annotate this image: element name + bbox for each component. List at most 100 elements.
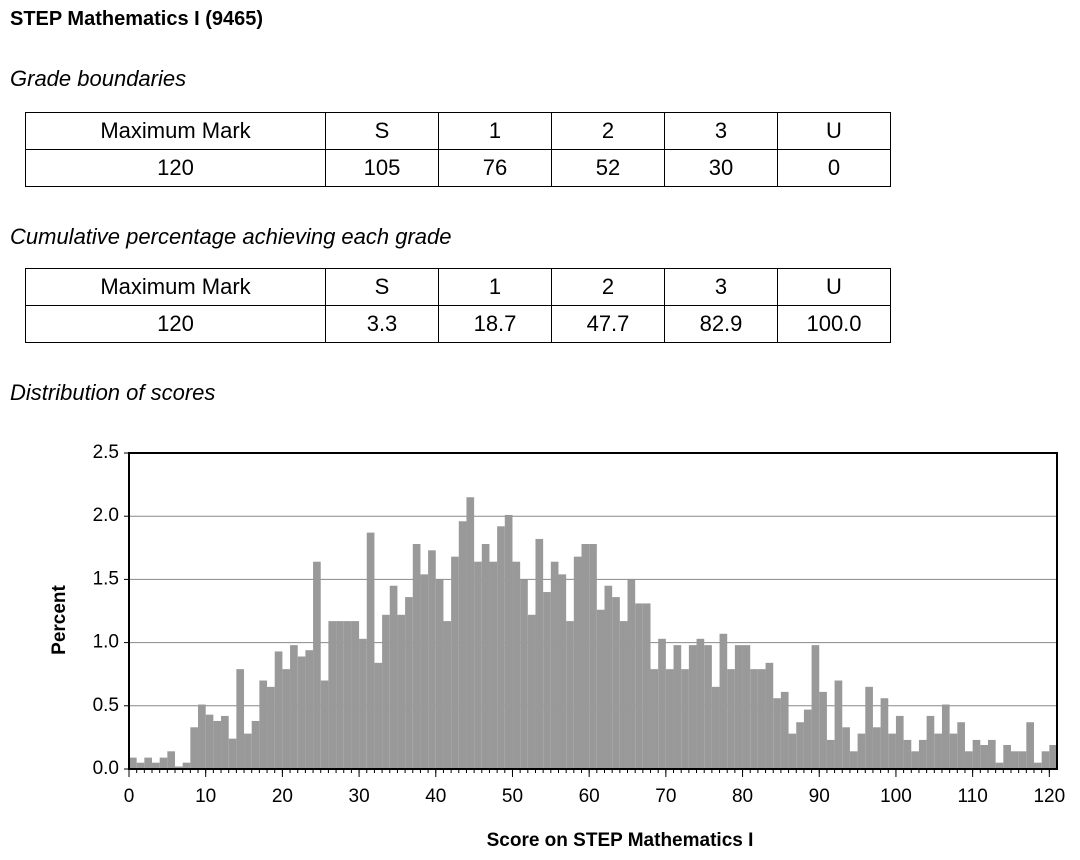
bar (727, 669, 735, 769)
bar (719, 633, 728, 769)
bar (872, 727, 881, 769)
bar (481, 544, 490, 769)
bar (934, 733, 942, 769)
bar (865, 686, 873, 769)
bar (1010, 751, 1019, 769)
bar (290, 645, 298, 769)
cell: 3.3 (325, 305, 439, 343)
cell: S (325, 112, 439, 150)
bar (466, 497, 475, 769)
y-tick-label: 0.0 (93, 758, 119, 779)
bar (704, 645, 712, 769)
bar (144, 757, 153, 769)
y-axis-label: Percent (49, 584, 70, 654)
bar (474, 561, 482, 769)
bar (351, 621, 360, 769)
x-tick-label: 70 (655, 786, 676, 807)
bar (926, 715, 935, 769)
bar (918, 739, 927, 769)
bar (267, 686, 275, 769)
bar (604, 585, 613, 769)
x-tick-label: 40 (425, 786, 446, 807)
x-tick-label: 10 (195, 786, 216, 807)
x-tick-label: 90 (809, 786, 830, 807)
section-heading: Distribution of scores (10, 380, 216, 405)
bar (1049, 744, 1057, 769)
bar (750, 669, 758, 769)
bar (911, 751, 919, 769)
bar (550, 561, 559, 769)
bar (995, 762, 1004, 769)
cell: Maximum Mark (25, 112, 326, 150)
bar (190, 727, 199, 769)
section-heading: Cumulative percentage achieving each gra… (10, 224, 452, 249)
bar (888, 733, 896, 769)
bar (742, 645, 751, 769)
bar (696, 638, 705, 769)
x-tick-label: 80 (732, 786, 753, 807)
bar (972, 739, 981, 769)
bar (213, 720, 222, 769)
bar (650, 669, 659, 769)
bar (274, 651, 283, 769)
bar (757, 669, 766, 769)
x-tick-label: 0 (124, 786, 135, 807)
bar (1018, 751, 1027, 769)
bar (175, 766, 183, 769)
cell: S (325, 268, 439, 306)
bar (819, 691, 827, 769)
y-tick-label: 1.5 (93, 568, 119, 589)
bar (451, 556, 459, 769)
bar (305, 650, 314, 769)
bar (673, 645, 682, 769)
bar (765, 662, 774, 769)
bar (512, 561, 521, 769)
bar (596, 609, 605, 769)
bar (236, 669, 245, 769)
bar (849, 751, 858, 769)
bar (282, 669, 291, 769)
bar (297, 656, 306, 769)
bar (366, 532, 375, 769)
plot-frame (128, 452, 1058, 770)
bar (1026, 722, 1034, 769)
bar (658, 638, 666, 769)
bar (543, 592, 551, 769)
bar (581, 544, 590, 769)
bar (980, 744, 988, 769)
bar (834, 680, 843, 769)
bar (1033, 762, 1042, 769)
x-tick-label: 50 (502, 786, 523, 807)
bar (336, 621, 344, 769)
cell: 1 (438, 268, 552, 306)
bar (780, 691, 789, 769)
bar (428, 550, 436, 769)
bar (520, 579, 528, 769)
y-tick-label: 2.0 (93, 505, 119, 526)
cell: 76 (438, 149, 552, 187)
cell: 52 (551, 149, 665, 187)
bar (773, 698, 781, 769)
y-tick-label: 2.5 (93, 442, 119, 463)
bar (443, 621, 452, 769)
bar (129, 757, 137, 769)
bar (957, 722, 965, 769)
cell: 2 (551, 112, 665, 150)
cell: U (777, 268, 891, 306)
bar (880, 698, 889, 769)
bar (435, 579, 444, 769)
cell: 47.7 (551, 305, 665, 343)
bar (558, 574, 567, 769)
bar (198, 704, 206, 769)
bar (382, 614, 390, 769)
x-tick-label: 110 (957, 786, 987, 807)
bar (734, 645, 743, 769)
x-tick-label: 120 (1033, 786, 1065, 807)
bar (405, 597, 413, 769)
cell: 120 (25, 305, 326, 343)
cell: 1 (438, 112, 552, 150)
cell: 3 (664, 112, 778, 150)
bar (573, 556, 582, 769)
x-tick-label: 30 (349, 786, 370, 807)
